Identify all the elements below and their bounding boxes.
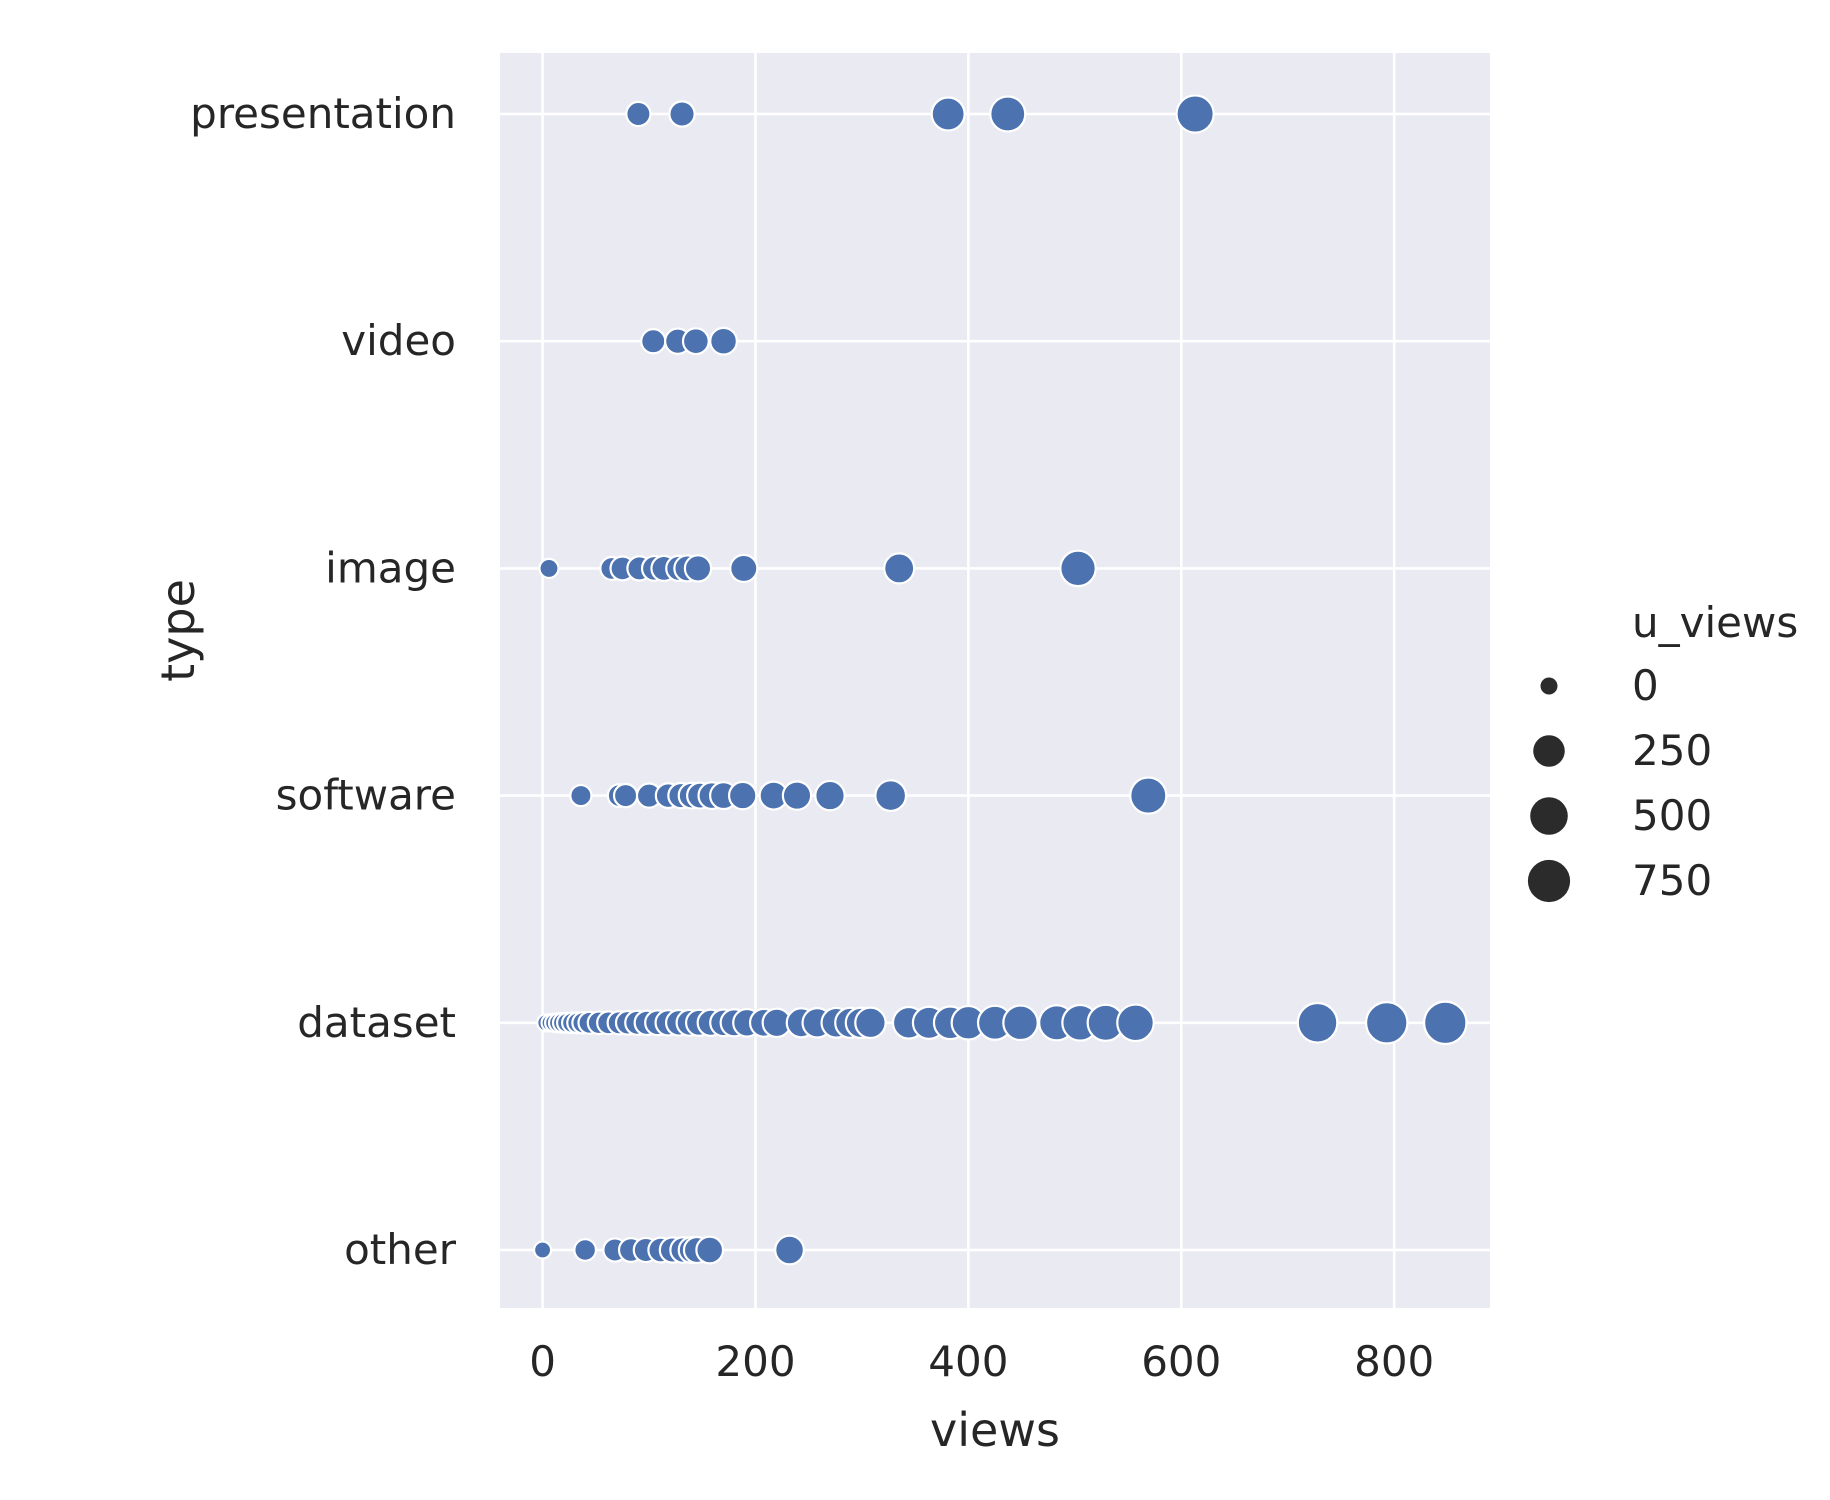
point-image-0 — [538, 557, 560, 580]
x-tick-labels: 0 200 400 600 800 — [529, 1337, 1434, 1386]
point-dataset-38 — [1002, 1004, 1039, 1042]
point-dataset-45 — [1423, 1000, 1468, 1046]
point-software-0 — [569, 783, 593, 808]
y-tick-label-video: video — [341, 316, 456, 365]
legend-marker-500 — [1530, 797, 1568, 835]
data-points — [532, 94, 1468, 1266]
point-software-15 — [1129, 776, 1168, 815]
point-other-0 — [532, 1240, 553, 1260]
point-other-1 — [573, 1238, 598, 1262]
point-other-10 — [695, 1235, 725, 1265]
point-dataset-44 — [1364, 1001, 1409, 1045]
x-tick-label-0: 0 — [529, 1337, 556, 1386]
y-tick-label-software: software — [276, 771, 456, 820]
point-presentation-3 — [989, 95, 1027, 133]
point-other-11 — [774, 1234, 805, 1266]
point-video-3 — [709, 326, 738, 356]
y-tick-label-other: other — [344, 1225, 457, 1274]
point-image-10 — [883, 552, 916, 585]
point-presentation-2 — [930, 96, 966, 132]
y-tick-label-dataset: dataset — [297, 998, 456, 1047]
legend-marker-250 — [1533, 735, 1565, 767]
point-dataset-42 — [1116, 1003, 1155, 1043]
x-tick-label-3: 600 — [1141, 1337, 1221, 1386]
legend-label-250: 250 — [1632, 726, 1712, 775]
x-axis-title: views — [930, 1403, 1060, 1457]
point-video-0 — [640, 328, 667, 355]
point-presentation-4 — [1175, 94, 1215, 134]
legend-marker-0 — [1540, 677, 1558, 695]
y-tick-label-presentation: presentation — [190, 89, 456, 138]
point-software-14 — [874, 779, 908, 813]
point-software-13 — [814, 779, 846, 812]
y-tick-labels: presentation video image software dataset oth… — [190, 89, 457, 1274]
legend-label-0: 0 — [1632, 661, 1659, 710]
point-image-11 — [1059, 549, 1097, 588]
point-dataset-43 — [1296, 1001, 1339, 1044]
point-software-2 — [612, 782, 639, 809]
legend-label-500: 500 — [1632, 791, 1712, 840]
y-tick-label-image: image — [325, 543, 456, 592]
point-dataset-32 — [854, 1006, 887, 1040]
point-presentation-1 — [668, 100, 696, 128]
y-axis-title: type — [151, 579, 205, 682]
plot-background — [500, 53, 1490, 1308]
point-presentation-0 — [625, 100, 652, 128]
point-image-8 — [683, 554, 713, 583]
point-image-9 — [729, 553, 759, 584]
x-tick-label-1: 200 — [715, 1337, 795, 1386]
x-tick-label-4: 800 — [1354, 1337, 1434, 1386]
x-tick-label-2: 400 — [928, 1337, 1008, 1386]
legend-title: u_views — [1632, 598, 1798, 647]
point-software-10 — [727, 780, 758, 811]
legend: u_views 0 250 500 750 — [1527, 598, 1798, 905]
legend-label-750: 750 — [1632, 856, 1712, 905]
point-software-12 — [781, 780, 813, 811]
legend-marker-750 — [1527, 859, 1571, 903]
point-video-2 — [681, 327, 710, 356]
